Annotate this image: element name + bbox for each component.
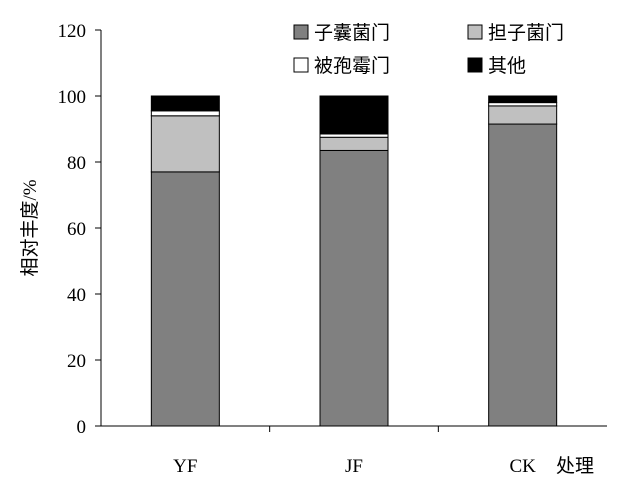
y-tick-label: 20 (67, 351, 86, 372)
bar-segment (150, 115, 220, 173)
y-tick-label: 40 (67, 285, 86, 306)
bars (150, 95, 558, 427)
y-tick-label: 80 (67, 153, 86, 174)
y-tick-label: 60 (67, 219, 86, 240)
legend-label: 其他 (488, 55, 526, 77)
y-tick-label: 120 (58, 21, 87, 42)
bar-segment (319, 136, 389, 151)
legend-swatch (467, 57, 483, 73)
bar-segment (150, 110, 220, 117)
legend-swatch (293, 24, 309, 40)
y-axis-label: 相对丰度/% (19, 179, 41, 276)
labels: 相对丰度/% 处理 (19, 179, 594, 477)
x-tick-label: CK (509, 456, 536, 477)
bar-segment (150, 171, 220, 427)
bar-segment (150, 95, 220, 112)
bar-segment (488, 123, 558, 427)
y-tick-label: 100 (58, 87, 87, 108)
y-tick-label: 0 (77, 417, 87, 438)
x-axis-label: 处理 (556, 455, 594, 477)
bar-segment (319, 95, 389, 135)
legend-label: 被孢霉门 (314, 55, 390, 77)
bar-segment (488, 95, 558, 104)
bar-segment (319, 149, 389, 427)
legend-label: 子囊菌门 (314, 22, 390, 44)
x-tick-label: JF (345, 456, 363, 477)
legend-swatch (293, 57, 309, 73)
x-tick-label: YF (173, 456, 197, 477)
legend-swatch (467, 24, 483, 40)
axes: 0 20 40 60 80 100 120 YF JF CK (58, 21, 607, 477)
legend-label: 担子菌门 (488, 22, 564, 44)
bar-segment (488, 105, 558, 125)
